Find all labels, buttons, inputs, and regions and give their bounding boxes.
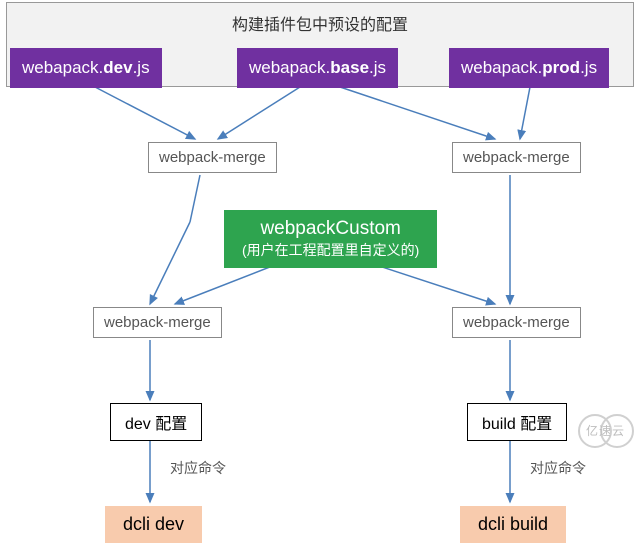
- merge-box-4: webpack-merge: [452, 307, 581, 338]
- file-name: prod: [542, 58, 580, 77]
- panel-title: 构建插件包中预设的配置: [7, 3, 633, 35]
- dev-config-box: dev 配置: [110, 403, 202, 441]
- file-prefix: webapack.: [249, 58, 330, 77]
- file-suffix: .js: [133, 58, 150, 77]
- webpack-custom-box: webpackCustom (用户在工程配置里自定义的): [224, 210, 437, 268]
- file-name: base: [330, 58, 369, 77]
- file-base-box: webapack.base.js: [237, 48, 398, 88]
- custom-title: webpackCustom: [242, 218, 419, 240]
- dcli-dev-box: dcli dev: [105, 506, 202, 543]
- file-prefix: webapack.: [461, 58, 542, 77]
- merge-box-3: webpack-merge: [93, 307, 222, 338]
- watermark-text: 亿速云: [586, 422, 625, 439]
- custom-subtitle: (用户在工程配置里自定义的): [242, 240, 419, 260]
- file-prefix: webapack.: [22, 58, 103, 77]
- file-dev-box: webapack.dev.js: [10, 48, 162, 88]
- watermark-logo: 亿速云: [578, 411, 640, 451]
- file-prod-box: webapack.prod.js: [449, 48, 609, 88]
- build-config-box: build 配置: [467, 403, 567, 441]
- merge-box-1: webpack-merge: [148, 142, 277, 173]
- merge-box-2: webpack-merge: [452, 142, 581, 173]
- file-suffix: .js: [580, 58, 597, 77]
- dcli-build-box: dcli build: [460, 506, 566, 543]
- file-name: dev: [103, 58, 132, 77]
- cmd-label-left: 对应命令: [170, 458, 226, 478]
- cmd-label-right: 对应命令: [530, 458, 586, 478]
- file-suffix: .js: [369, 58, 386, 77]
